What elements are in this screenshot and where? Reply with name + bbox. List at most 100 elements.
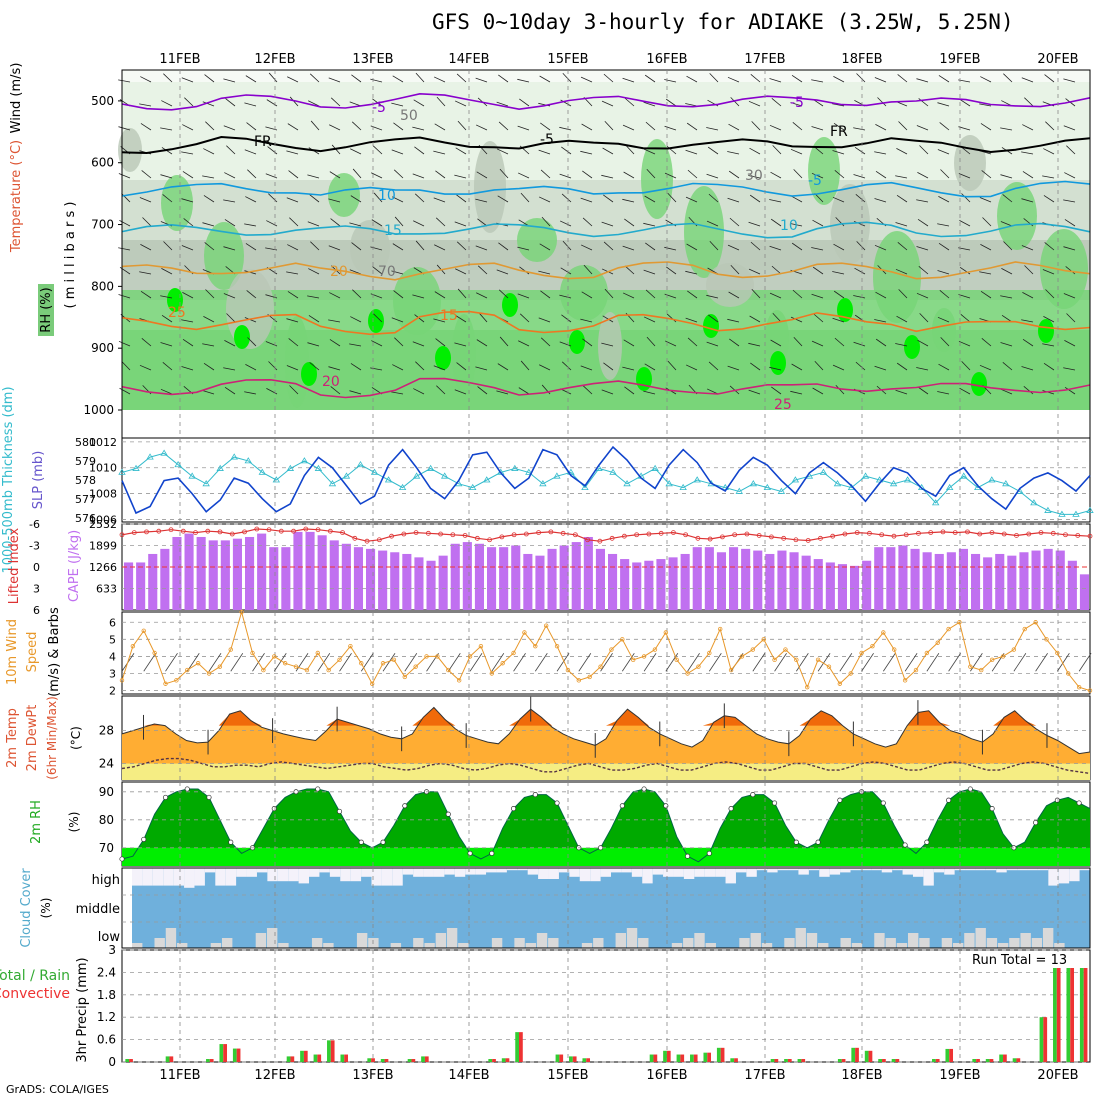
precip-convective-bar bbox=[223, 1044, 228, 1062]
wind-speed-point bbox=[652, 647, 658, 652]
li-point bbox=[977, 531, 983, 537]
wind-barb bbox=[1003, 241, 1013, 251]
cloud-low-bar bbox=[683, 938, 694, 948]
wind-barb bbox=[667, 192, 677, 203]
wind-barb bbox=[582, 217, 593, 227]
precip-convective-bar bbox=[1083, 959, 1088, 1062]
rh2m-point bbox=[228, 839, 234, 845]
precip-total-bar bbox=[327, 1040, 331, 1062]
wind-tick: 3 bbox=[109, 668, 116, 681]
wind-barb bbox=[708, 193, 719, 203]
thickness-point bbox=[960, 472, 968, 479]
temp-max-area bbox=[122, 707, 1090, 726]
wind-barb bbox=[540, 337, 551, 347]
wind-barb bbox=[182, 292, 194, 299]
wind-barb bbox=[182, 124, 194, 131]
wind-barb bbox=[771, 265, 782, 275]
wind10m-label-2: Speed bbox=[25, 632, 40, 673]
wind-speed-point bbox=[674, 657, 679, 663]
wind-barb bbox=[601, 389, 614, 395]
rh2m-point bbox=[641, 786, 647, 792]
contour-label: 10 bbox=[780, 218, 798, 234]
thickness-point bbox=[440, 472, 449, 479]
precip-convective-bar bbox=[384, 1059, 389, 1062]
cloud-high-bar bbox=[340, 868, 351, 882]
wind-barb bbox=[181, 77, 194, 83]
wind-barb bbox=[643, 390, 656, 395]
cloud-high-bar bbox=[579, 868, 591, 882]
wind-speed-point bbox=[609, 647, 614, 652]
precip-convective-bar bbox=[572, 1056, 577, 1062]
wind-barb bbox=[979, 364, 992, 371]
cloud-high-bar bbox=[1069, 868, 1080, 882]
surface-wind-barb bbox=[1013, 653, 1027, 672]
precip-total-bar bbox=[770, 1059, 775, 1062]
cloud-high-bar bbox=[673, 868, 684, 877]
wind-barb bbox=[223, 293, 236, 299]
rh2m-point bbox=[1033, 820, 1039, 826]
wind-speed-point bbox=[543, 623, 549, 628]
cloud-low-bar bbox=[941, 938, 953, 948]
cloud-low-bar bbox=[1020, 933, 1031, 948]
wind-speed-point bbox=[1022, 626, 1027, 632]
wind-barb bbox=[520, 360, 530, 371]
rh2m-point bbox=[184, 786, 190, 792]
wind-barb bbox=[1021, 151, 1034, 155]
cape-bar bbox=[196, 536, 206, 610]
rh-shade bbox=[684, 186, 724, 278]
wind-barb bbox=[582, 170, 593, 179]
cloud-high-bar bbox=[590, 868, 601, 882]
contour-label: 30 bbox=[745, 168, 763, 184]
wind-speed-point bbox=[739, 654, 745, 659]
day-label-bottom: 20FEB bbox=[1037, 1068, 1078, 1083]
wind-barb bbox=[496, 101, 509, 107]
wind-barb bbox=[286, 197, 299, 203]
wind-barb bbox=[519, 313, 530, 323]
wind-barb bbox=[1065, 266, 1076, 275]
surface-wind-barb bbox=[165, 653, 178, 672]
wind-barb bbox=[601, 100, 614, 107]
wind-barb bbox=[685, 196, 698, 203]
day-label-bottom: 17FEB bbox=[744, 1068, 785, 1083]
day-label-bottom: 18FEB bbox=[841, 1068, 882, 1083]
cloud-high-bar bbox=[621, 868, 632, 873]
li-point bbox=[769, 534, 774, 540]
contour-label: 20 bbox=[330, 264, 348, 280]
wind-barb bbox=[289, 217, 299, 227]
cloud-low-bar bbox=[795, 928, 806, 948]
wind-speed-point bbox=[641, 654, 647, 659]
wind-barb bbox=[498, 289, 509, 299]
precip-convective-bar bbox=[693, 1054, 698, 1062]
rh2m-point bbox=[902, 842, 908, 848]
day-label-top: 13FEB bbox=[352, 52, 393, 67]
wind-barb bbox=[916, 292, 929, 299]
wind-barb bbox=[475, 366, 488, 371]
thickness-point bbox=[1086, 506, 1094, 513]
wind-barb bbox=[834, 169, 845, 179]
wind-barb bbox=[685, 317, 698, 323]
precip-total-bar bbox=[716, 1047, 721, 1062]
rh-shade bbox=[1038, 319, 1054, 343]
wind-barb bbox=[121, 193, 131, 203]
wind-barb bbox=[771, 97, 782, 107]
rh-shade bbox=[641, 139, 673, 219]
thickness-point bbox=[188, 472, 196, 479]
li-point bbox=[168, 527, 174, 533]
wind-barb bbox=[895, 175, 908, 179]
li-point bbox=[560, 530, 566, 536]
cloud-high-bar bbox=[298, 868, 310, 884]
wind-barb bbox=[244, 223, 257, 227]
wind-speed-point bbox=[282, 661, 288, 666]
wind-barb bbox=[139, 197, 152, 203]
wind-barb bbox=[622, 292, 635, 299]
li-point bbox=[830, 533, 836, 539]
temp2m-label-2: 2m DewPt bbox=[25, 705, 40, 772]
wind-barb bbox=[140, 290, 152, 299]
wind-barb bbox=[392, 75, 404, 83]
wind-barb bbox=[393, 122, 404, 131]
wind-speed-point bbox=[206, 671, 212, 676]
precip-total-bar bbox=[380, 1059, 385, 1062]
precip-total-bar bbox=[569, 1056, 573, 1062]
surface-wind-barb bbox=[774, 653, 787, 672]
rh2m-point bbox=[271, 806, 277, 812]
